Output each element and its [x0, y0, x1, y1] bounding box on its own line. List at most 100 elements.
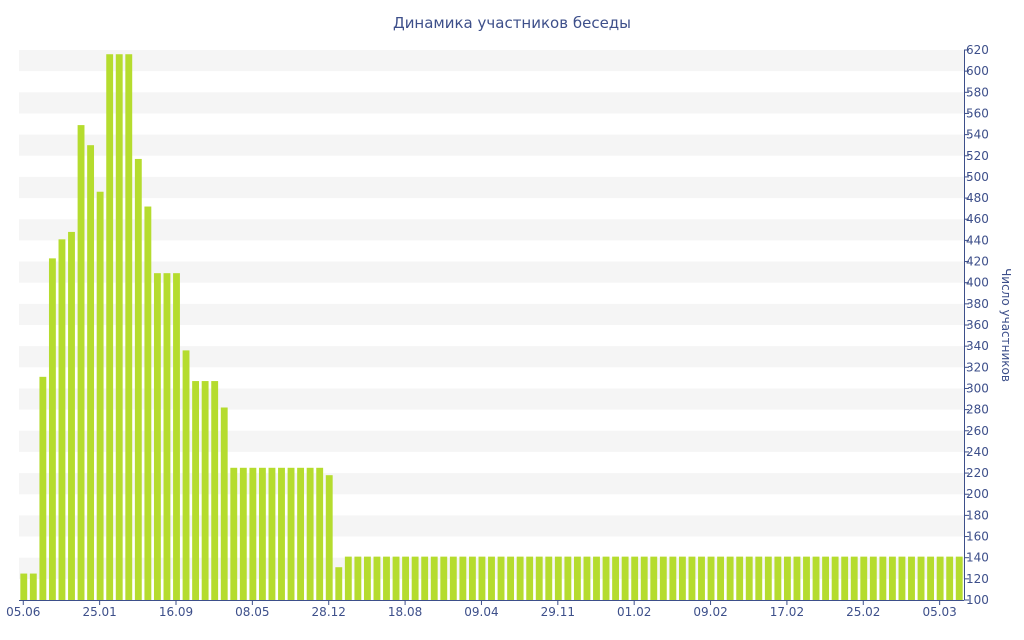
bar	[678, 556, 686, 600]
bar	[153, 273, 161, 600]
y-tick-label: 580	[966, 85, 989, 99]
bar	[182, 350, 190, 600]
y-tick-label: 400	[966, 276, 989, 290]
bar	[173, 273, 180, 600]
bar	[468, 556, 476, 600]
bar	[650, 556, 658, 600]
bar	[955, 556, 963, 600]
y-tick-label: 500	[966, 170, 989, 184]
bar	[850, 556, 858, 600]
x-tick-label: 01.02	[617, 605, 651, 619]
y-tick-label: 560	[966, 106, 989, 120]
bar	[717, 556, 725, 600]
bar	[774, 556, 782, 600]
bar	[707, 556, 715, 600]
bar	[268, 467, 276, 600]
y-tick-label: 300	[966, 381, 989, 395]
bar	[325, 475, 333, 600]
bar	[192, 381, 200, 600]
y-tick-label: 220	[966, 466, 989, 480]
bar	[764, 556, 772, 600]
bar	[793, 556, 801, 600]
bar	[230, 467, 238, 600]
bar	[58, 239, 66, 600]
y-tick-label: 280	[966, 403, 989, 417]
grid-band	[19, 50, 964, 72]
grid-band	[19, 303, 964, 325]
bar	[908, 556, 915, 600]
x-tick-label: 08.05	[235, 605, 269, 619]
x-tick-label: 29.11	[541, 605, 575, 619]
bar	[583, 556, 591, 600]
y-tick-label: 620	[966, 43, 989, 57]
bar	[488, 556, 495, 600]
bar	[258, 467, 266, 600]
bar	[888, 556, 896, 600]
bar	[831, 556, 839, 600]
bar	[755, 556, 763, 600]
bar	[917, 556, 925, 600]
bar	[421, 556, 429, 600]
y-axis-label: Число участников	[999, 268, 1013, 382]
x-tick-label: 05.03	[922, 605, 956, 619]
bar	[249, 467, 257, 600]
bar	[822, 556, 830, 600]
y-tick-label: 340	[966, 339, 989, 353]
bar	[726, 556, 734, 600]
bar	[783, 556, 791, 600]
grid-band	[19, 261, 964, 283]
bar	[335, 567, 343, 600]
bar	[306, 467, 314, 600]
x-tick-label: 18.08	[388, 605, 422, 619]
bar	[239, 467, 247, 600]
bar	[459, 556, 467, 600]
bar	[373, 556, 381, 600]
bar	[736, 556, 744, 600]
bar	[354, 556, 362, 600]
bar	[115, 54, 123, 601]
bar	[879, 556, 887, 600]
y-tick-label: 600	[966, 64, 989, 78]
bar	[803, 556, 810, 600]
y-tick-label: 180	[966, 508, 989, 522]
bar	[96, 191, 104, 601]
bar	[48, 258, 56, 600]
bar	[554, 556, 562, 600]
y-tick-label: 460	[966, 212, 989, 226]
bar	[316, 467, 324, 600]
bar	[478, 556, 486, 600]
y-tick-label: 120	[966, 572, 989, 586]
chart-title: Динамика участников беседы	[393, 14, 631, 32]
bar	[946, 556, 954, 600]
bar	[201, 381, 209, 600]
bars-group	[20, 54, 963, 601]
bar	[163, 273, 171, 600]
bar	[812, 556, 820, 600]
bar	[927, 556, 935, 600]
bar	[698, 556, 705, 600]
bar	[631, 556, 639, 600]
x-tick-label: 09.02	[693, 605, 727, 619]
grid-bands	[19, 50, 964, 579]
grid-band	[19, 388, 964, 410]
y-tick-label: 200	[966, 487, 989, 501]
bar	[593, 556, 600, 600]
bar	[669, 556, 677, 600]
y-tick-label: 320	[966, 360, 989, 374]
bar	[507, 556, 515, 600]
bar	[211, 381, 219, 600]
x-tick-label: 17.02	[770, 605, 804, 619]
bar	[39, 376, 47, 600]
bar	[29, 573, 37, 600]
bar	[440, 556, 448, 600]
bar	[564, 556, 572, 600]
x-tick-label: 05.06	[6, 605, 40, 619]
bar	[430, 556, 438, 600]
y-tick-label: 540	[966, 128, 989, 142]
bar	[344, 556, 352, 600]
grid-band	[19, 176, 964, 199]
grid-band	[19, 346, 964, 368]
bar	[936, 556, 944, 600]
bar	[392, 556, 400, 600]
bar	[545, 556, 553, 600]
